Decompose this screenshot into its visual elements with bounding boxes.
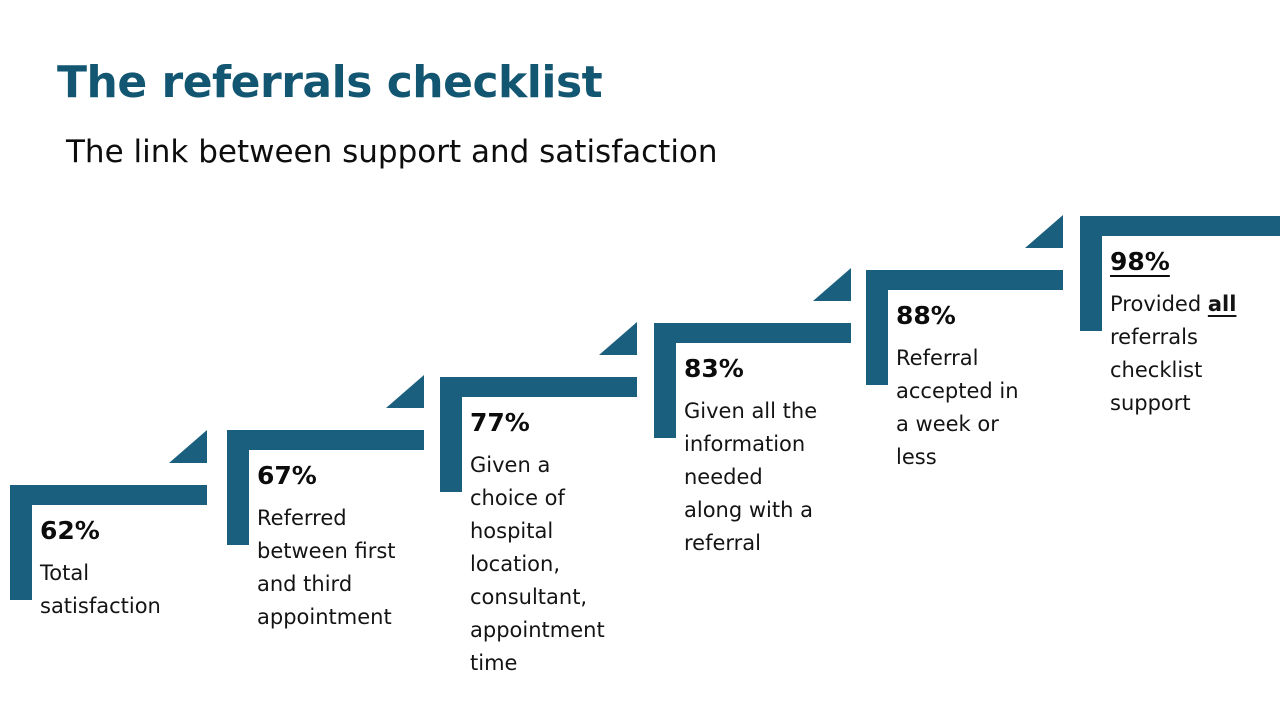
step-vertical-bar — [866, 270, 888, 385]
step-vertical-bar — [1080, 216, 1102, 331]
step-description-emphasis: all — [1207, 292, 1237, 316]
slide-subtitle: The link between support and satisfactio… — [66, 134, 718, 170]
corner-triangle-icon — [813, 268, 851, 301]
step-percent: 67% — [257, 461, 317, 490]
step-content: 67% Referred between first and third app… — [257, 461, 439, 634]
step-percent: 83% — [684, 354, 744, 383]
step-vertical-bar — [227, 430, 249, 545]
step-description-rest: referrals checklist support — [1110, 325, 1203, 415]
step-horizontal-bar — [1080, 216, 1280, 236]
step-content: 88% Referral accepted in a week or less — [896, 301, 1078, 474]
step-percent: 88% — [896, 301, 956, 330]
step-vertical-bar — [440, 377, 462, 492]
corner-triangle-icon — [169, 430, 207, 463]
step-description: Given all the information needed along w… — [684, 399, 818, 555]
step-description: Referral accepted in a week or less — [896, 346, 1019, 469]
step-horizontal-bar — [10, 485, 207, 505]
step-percent: 77% — [470, 408, 530, 437]
step-horizontal-bar — [440, 377, 637, 397]
slide-title: The referrals checklist — [57, 57, 603, 108]
step-description: Referred between first and third appoint… — [257, 506, 396, 629]
step-vertical-bar — [10, 485, 32, 600]
step-horizontal-bar — [227, 430, 424, 450]
step-description: Total satisfaction — [40, 561, 161, 618]
step-horizontal-bar — [654, 323, 851, 343]
corner-triangle-icon — [1025, 215, 1063, 248]
step-content: 83% Given all the information needed alo… — [684, 354, 866, 560]
step-content: 77% Given a choice of hospital location,… — [470, 408, 652, 680]
step-content: 62% Total satisfaction — [40, 516, 222, 623]
step-description: Given a choice of hospital location, con… — [470, 453, 605, 675]
step-description-prefix: Provided — [1110, 292, 1208, 316]
corner-triangle-icon — [386, 375, 424, 408]
step-description: Provided all referrals checklist support — [1110, 288, 1280, 420]
corner-triangle-icon — [599, 322, 637, 355]
step-percent: 62% — [40, 516, 100, 545]
step-content: 98% Provided all referrals checklist sup… — [1110, 247, 1280, 420]
step-percent: 98% — [1110, 247, 1170, 276]
step-vertical-bar — [654, 323, 676, 438]
step-horizontal-bar — [866, 270, 1063, 290]
